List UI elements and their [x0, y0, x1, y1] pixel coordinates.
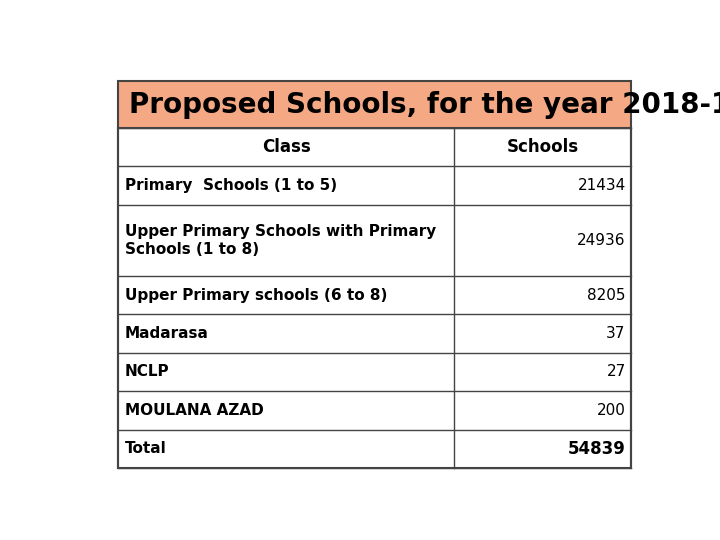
Text: Primary  Schools (1 to 5): Primary Schools (1 to 5): [125, 178, 337, 193]
Text: 24936: 24936: [577, 233, 626, 248]
Text: Schools: Schools: [507, 138, 579, 156]
Text: 8205: 8205: [588, 288, 626, 302]
Text: 37: 37: [606, 326, 626, 341]
Text: Total: Total: [125, 441, 166, 456]
Text: 21434: 21434: [577, 178, 626, 193]
Text: Upper Primary Schools with Primary
Schools (1 to 8): Upper Primary Schools with Primary Schoo…: [125, 224, 436, 256]
Text: Class: Class: [261, 138, 310, 156]
Text: 27: 27: [606, 364, 626, 380]
Bar: [118, 82, 631, 128]
Text: 54839: 54839: [568, 440, 626, 458]
Text: Upper Primary schools (6 to 8): Upper Primary schools (6 to 8): [125, 288, 387, 302]
Bar: [118, 128, 631, 468]
Text: Madarasa: Madarasa: [125, 326, 209, 341]
Text: Proposed Schools, for the year 2018-19: Proposed Schools, for the year 2018-19: [129, 91, 720, 119]
Text: 200: 200: [597, 403, 626, 418]
Text: NCLP: NCLP: [125, 364, 169, 380]
Text: MOULANA AZAD: MOULANA AZAD: [125, 403, 264, 418]
